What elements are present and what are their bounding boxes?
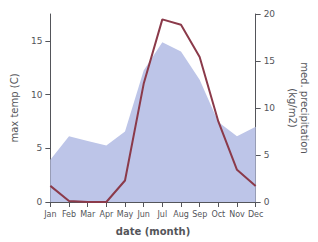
svg-text:15: 15 (31, 36, 42, 46)
svg-text:10: 10 (264, 103, 276, 113)
svg-text:Jun: Jun (136, 210, 150, 219)
svg-text:May: May (117, 210, 134, 219)
svg-text:15: 15 (264, 56, 275, 66)
svg-text:Nov: Nov (229, 210, 245, 219)
svg-text:Oct: Oct (211, 210, 225, 219)
svg-text:5: 5 (37, 143, 43, 153)
svg-text:20: 20 (264, 9, 276, 19)
svg-text:Sep: Sep (192, 210, 207, 219)
svg-text:Jul: Jul (157, 210, 168, 219)
svg-text:Feb: Feb (62, 210, 76, 219)
svg-text:max temp (C): max temp (C) (9, 73, 20, 142)
svg-text:med. precipitation: med. precipitation (299, 62, 310, 154)
svg-text:Jan: Jan (43, 210, 56, 219)
svg-text:date (month): date (month) (116, 226, 190, 237)
svg-text:Mar: Mar (80, 210, 96, 219)
svg-text:Dec: Dec (248, 210, 263, 219)
svg-text:10: 10 (31, 90, 43, 100)
svg-text:0: 0 (264, 197, 270, 207)
svg-text:0: 0 (37, 197, 43, 207)
svg-text:(kg/m2): (kg/m2) (287, 88, 298, 128)
svg-text:Apr: Apr (99, 210, 114, 219)
svg-text:5: 5 (264, 150, 270, 160)
svg-text:Aug: Aug (173, 210, 189, 219)
